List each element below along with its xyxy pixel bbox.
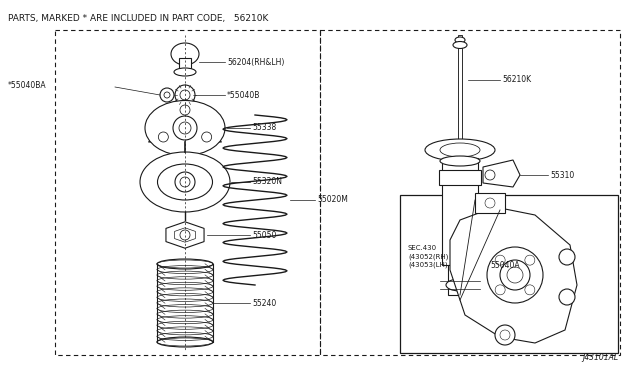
Circle shape — [559, 289, 575, 305]
Text: PARTS, MARKED * ARE INCLUDED IN PART CODE,   56210K: PARTS, MARKED * ARE INCLUDED IN PART COD… — [8, 14, 268, 23]
Ellipse shape — [440, 156, 480, 166]
Bar — [458, 35, 462, 155]
Polygon shape — [483, 160, 520, 187]
Polygon shape — [166, 222, 204, 248]
Polygon shape — [450, 207, 577, 343]
Circle shape — [495, 325, 515, 345]
Ellipse shape — [157, 337, 213, 347]
Text: 55310: 55310 — [550, 170, 574, 180]
Text: *55040BA: *55040BA — [8, 80, 47, 90]
Ellipse shape — [440, 143, 480, 157]
Circle shape — [173, 116, 197, 140]
Ellipse shape — [174, 68, 196, 76]
Ellipse shape — [455, 37, 465, 43]
Text: SEC.430
(43052(RH)
(43053(LH): SEC.430 (43052(RH) (43053(LH) — [408, 245, 449, 268]
Bar — [439, 170, 481, 185]
Bar — [179, 58, 191, 72]
Text: 55040A: 55040A — [490, 260, 520, 269]
Circle shape — [175, 172, 195, 192]
Circle shape — [180, 230, 190, 240]
Text: 55050: 55050 — [252, 231, 276, 240]
Bar — [475, 193, 505, 213]
Circle shape — [487, 247, 543, 303]
Text: 56204(RH&LH): 56204(RH&LH) — [227, 58, 284, 67]
Ellipse shape — [453, 42, 467, 48]
Text: 55320N: 55320N — [252, 177, 282, 186]
Circle shape — [180, 90, 190, 100]
Ellipse shape — [425, 139, 495, 161]
Text: J43101AL: J43101AL — [582, 353, 618, 362]
Bar — [448, 265, 472, 295]
Bar — [442, 158, 478, 265]
Circle shape — [160, 88, 174, 102]
Text: 55338: 55338 — [252, 124, 276, 132]
Circle shape — [500, 260, 530, 290]
Circle shape — [175, 85, 195, 105]
Ellipse shape — [157, 259, 213, 269]
Text: 55020M: 55020M — [317, 196, 348, 205]
Ellipse shape — [145, 100, 225, 155]
Text: 55240: 55240 — [252, 298, 276, 308]
Ellipse shape — [171, 43, 199, 65]
Text: *55040B: *55040B — [227, 90, 260, 99]
Text: 56210K: 56210K — [502, 76, 531, 84]
Ellipse shape — [157, 164, 212, 200]
Ellipse shape — [446, 279, 474, 291]
Circle shape — [559, 249, 575, 265]
Ellipse shape — [140, 152, 230, 212]
Polygon shape — [148, 100, 221, 142]
